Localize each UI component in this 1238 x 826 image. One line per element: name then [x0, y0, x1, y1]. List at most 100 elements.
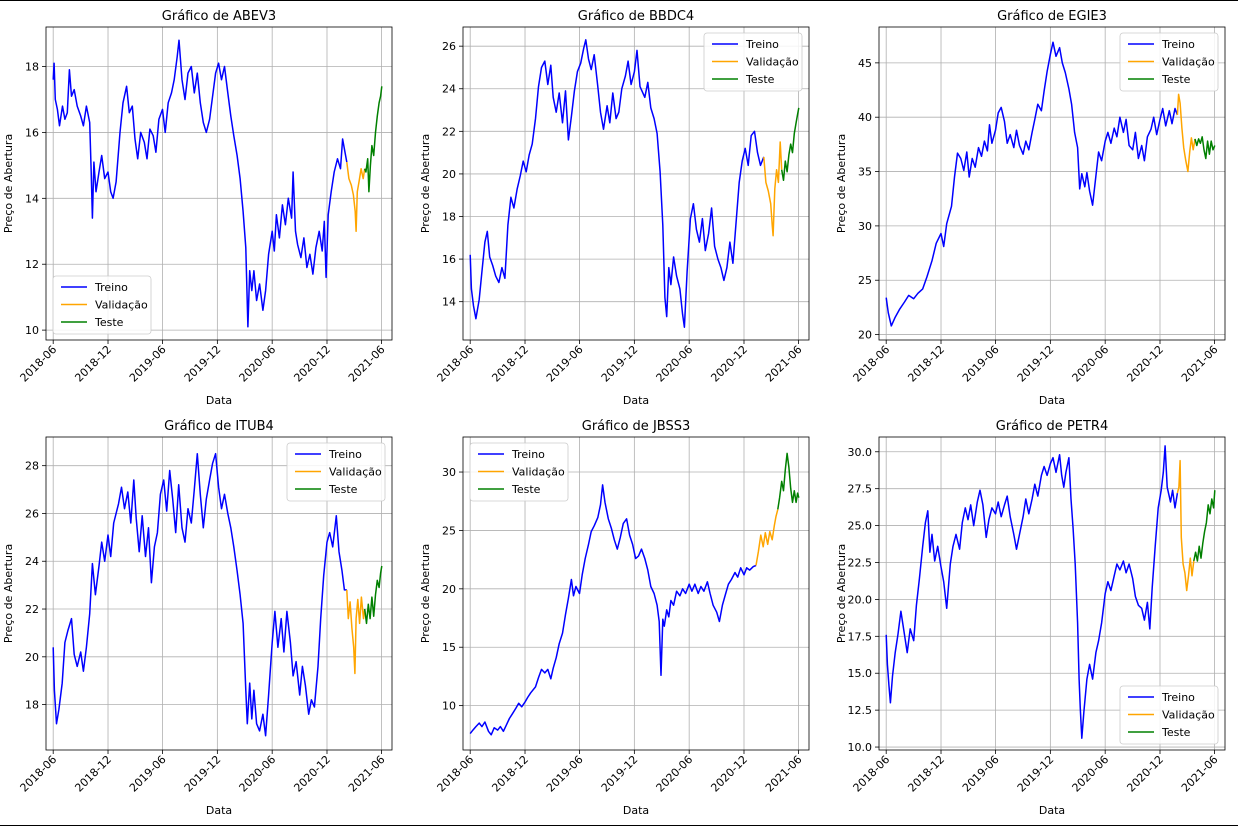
plot-frame: [462, 436, 810, 751]
legend-label: Teste: [745, 73, 775, 86]
x-tick-label: 2018-12: [489, 343, 531, 385]
x-tick-label: 2018-12: [905, 343, 947, 385]
x-axis-label: Data: [623, 804, 649, 817]
y-tick-label: 24: [442, 83, 456, 96]
x-tick-label: 2021-06: [346, 343, 388, 385]
series-group: [885, 41, 1216, 327]
y-tick-label: 12.5: [848, 704, 873, 717]
chart-4: 2018-06 2018-12 2019-06 2019-12 2020-06 2020-…: [419, 419, 810, 817]
y-axis-label: Preço de Abertura: [419, 544, 432, 643]
y-tick-label: 16: [442, 253, 456, 266]
chart-2: 2018-06 2018-12 2019-06 2019-12 2020-06 2020-…: [835, 9, 1226, 407]
x-tick-label: 2021-06: [763, 343, 805, 385]
legend-box: [703, 32, 803, 92]
legend-label: Treino: [1161, 38, 1195, 51]
y-tick-label: 18: [442, 211, 456, 224]
chart-title: Gráfico de PETR4: [996, 419, 1109, 434]
x-axis-label: Data: [623, 394, 649, 407]
y-tick-label: 20: [442, 583, 456, 596]
series-line-treino: [52, 452, 347, 737]
y-tick-label: 10: [25, 324, 39, 337]
legend-label: Validação: [1162, 56, 1215, 69]
series-line-treino: [885, 445, 1179, 739]
x-tick-label: 2018-12: [489, 753, 531, 795]
y-tick-label: 20: [25, 651, 39, 664]
y-axis-label: Preço de Abertura: [835, 134, 848, 233]
x-tick-label: 2021-06: [1179, 343, 1221, 385]
series-group: [469, 452, 800, 736]
chart-title: Gráfico de BBDC4: [578, 9, 694, 24]
series-group: [885, 445, 1216, 739]
x-tick-label: 2018-12: [72, 753, 114, 795]
legend-label: Treino: [328, 448, 362, 461]
series-line-validação: [755, 509, 779, 566]
y-tick-label: 20.0: [848, 593, 873, 606]
x-tick-label: 2019-06: [960, 343, 1002, 385]
y-tick-label: 26: [25, 507, 39, 520]
chart-1: 2018-06 2018-12 2019-06 2019-12 2020-06 2020-…: [419, 9, 810, 407]
x-tick-label: 2018-06: [435, 753, 477, 795]
legend: Treino Validação Teste: [52, 275, 152, 335]
x-tick-label: 2020-12: [291, 753, 333, 795]
x-tick-label: 2021-06: [346, 753, 388, 795]
legend-label: Validação: [329, 466, 382, 479]
x-tick-label: 2020-12: [708, 753, 750, 795]
legend-label: Teste: [511, 483, 541, 496]
series-line-teste: [363, 565, 383, 625]
plot-frame: [45, 436, 393, 751]
series-group: [52, 452, 383, 737]
chart-title: Gráfico de EGIE3: [997, 9, 1107, 24]
y-tick-label: 25.0: [848, 520, 873, 533]
x-tick-label: 2019-12: [1015, 343, 1057, 385]
legend-label: Treino: [94, 281, 128, 294]
x-tick-label: 2019-06: [960, 753, 1002, 795]
series-line-teste: [1193, 490, 1216, 562]
x-tick-label: 2020-06: [654, 343, 696, 385]
y-tick-label: 30.0: [848, 446, 873, 459]
legend: Treino Validação Teste: [1119, 32, 1219, 92]
y-tick-label: 10.0: [848, 741, 873, 754]
x-tick-label: 2018-06: [18, 343, 60, 385]
y-tick-label: 10: [442, 700, 456, 713]
y-tick-label: 17.5: [848, 630, 873, 643]
y-tick-label: 14: [442, 296, 456, 309]
y-tick-label: 27.5: [848, 483, 873, 496]
y-tick-label: 18: [25, 699, 39, 712]
y-tick-label: 22.5: [848, 556, 873, 569]
y-tick-label: 25: [442, 524, 456, 537]
x-tick-label: 2020-06: [237, 753, 279, 795]
legend-label: Validação: [746, 56, 799, 69]
series-line-teste: [363, 86, 383, 193]
x-tick-label: 2020-12: [1124, 753, 1166, 795]
legend: Treino Validação Teste: [1119, 685, 1219, 745]
y-tick-label: 45: [858, 57, 872, 70]
y-tick-label: 28: [25, 460, 39, 473]
plot-frame: [878, 26, 1226, 341]
x-tick-label: 2018-06: [435, 343, 477, 385]
y-tick-label: 15: [442, 641, 456, 654]
y-tick-label: 20: [858, 329, 872, 342]
x-tick-label: 2019-12: [182, 343, 224, 385]
y-tick-label: 25: [858, 274, 872, 287]
x-axis-label: Data: [1039, 394, 1065, 407]
x-tick-label: 2020-12: [1124, 343, 1166, 385]
x-tick-label: 2018-06: [851, 753, 893, 795]
legend-label: Treino: [745, 38, 779, 51]
y-tick-label: 12: [25, 258, 39, 271]
legend: Treino Validação Teste: [703, 32, 803, 92]
legend-label: Validação: [1162, 709, 1215, 722]
x-tick-label: 2019-06: [127, 753, 169, 795]
x-tick-label: 2019-06: [544, 753, 586, 795]
legend-label: Teste: [1161, 73, 1191, 86]
y-tick-label: 35: [858, 166, 872, 179]
legend-box: [1119, 685, 1219, 745]
x-tick-label: 2019-12: [599, 753, 641, 795]
chart-3: 2018-06 2018-12 2019-06 2019-12 2020-06 2020-…: [2, 419, 393, 817]
series-line-validação: [346, 589, 366, 675]
chart-5: 2018-06 2018-12 2019-06 2019-12 2020-06 2020-…: [835, 419, 1226, 817]
y-axis-label: Preço de Abertura: [2, 134, 15, 233]
series-line-validação: [1176, 459, 1195, 592]
legend-label: Validação: [95, 299, 148, 312]
x-tick-label: 2020-06: [1070, 753, 1112, 795]
